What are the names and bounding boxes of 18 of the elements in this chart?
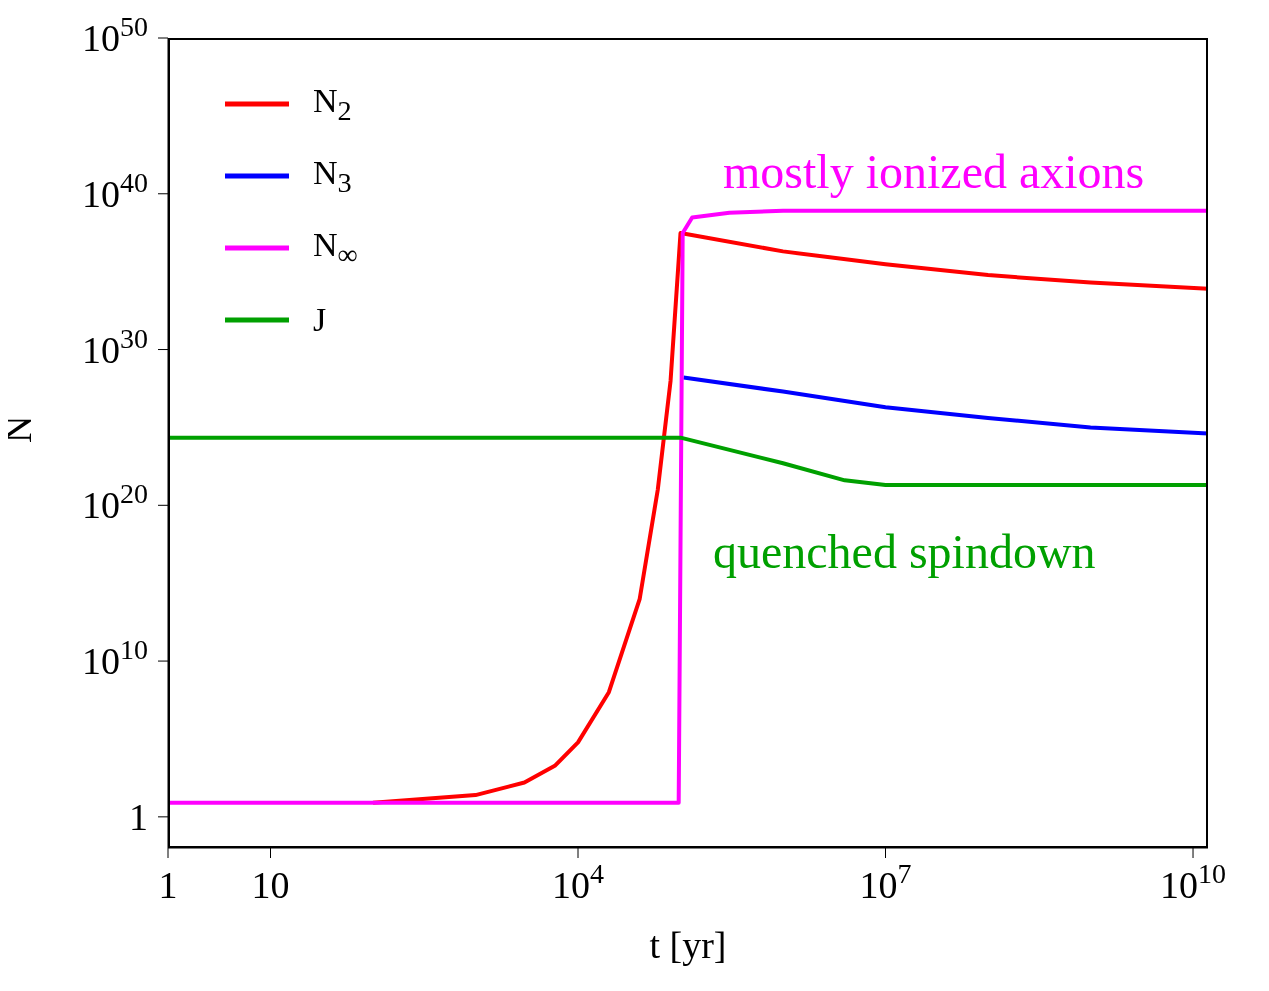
x-tick-label: 10$^{7}$ (859, 857, 912, 906)
legend-label: J (313, 301, 327, 339)
legend-label: N$_{∞}$ (313, 225, 358, 271)
y-tick-label: 10$^{10}$ (82, 633, 148, 683)
y-tick-label: 10$^{20}$ (82, 477, 148, 527)
y-tick-label: 10$^{40}$ (82, 166, 148, 215)
y-tick-label: 10$^{50}$ (82, 10, 148, 59)
x-tick-label: 1 (158, 864, 178, 906)
legend-label: N$_{2}$ (313, 81, 352, 127)
x-tick-label: 10$^{10}$ (1160, 857, 1227, 906)
x-axis-title: t [yr] (649, 924, 727, 966)
annotation: quenched spindown (713, 525, 1096, 578)
y-tick-label: 1 (129, 795, 148, 838)
x-tick-label: 10$^{4}$ (552, 857, 605, 906)
y-tick-label: 10$^{30}$ (82, 322, 148, 371)
x-tick-label: 10 (251, 864, 290, 906)
legend-label: N$_{3}$ (313, 153, 352, 199)
annotation: mostly ionized axions (723, 145, 1145, 198)
